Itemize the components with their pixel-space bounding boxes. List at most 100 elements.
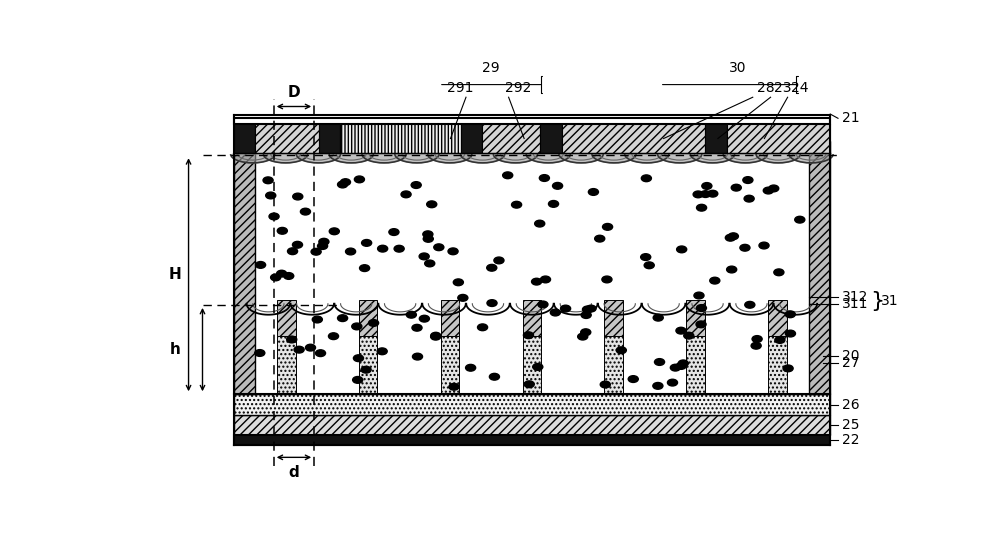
Ellipse shape bbox=[783, 365, 793, 372]
Bar bbox=[686, 336, 705, 394]
Bar bbox=[359, 300, 377, 336]
Ellipse shape bbox=[523, 332, 533, 339]
Bar bbox=[461, 124, 482, 153]
Bar bbox=[705, 124, 727, 153]
Ellipse shape bbox=[708, 190, 718, 197]
Ellipse shape bbox=[338, 181, 348, 188]
Bar bbox=[523, 336, 541, 394]
Text: D: D bbox=[288, 85, 300, 100]
Bar bbox=[277, 300, 296, 336]
Ellipse shape bbox=[752, 336, 762, 342]
Ellipse shape bbox=[431, 333, 441, 340]
Ellipse shape bbox=[616, 347, 626, 353]
Ellipse shape bbox=[677, 246, 687, 253]
Bar bbox=[234, 118, 830, 124]
Ellipse shape bbox=[284, 272, 294, 280]
Ellipse shape bbox=[256, 261, 266, 268]
Polygon shape bbox=[725, 154, 766, 163]
Text: 29: 29 bbox=[482, 61, 500, 75]
Ellipse shape bbox=[696, 321, 706, 328]
Bar bbox=[340, 124, 461, 153]
Ellipse shape bbox=[453, 279, 463, 286]
Bar bbox=[768, 300, 787, 336]
Ellipse shape bbox=[362, 240, 372, 246]
Ellipse shape bbox=[775, 336, 785, 344]
Ellipse shape bbox=[478, 324, 488, 331]
Ellipse shape bbox=[553, 183, 563, 189]
Ellipse shape bbox=[487, 300, 497, 306]
Bar bbox=[319, 124, 340, 153]
Polygon shape bbox=[397, 154, 437, 163]
Ellipse shape bbox=[431, 333, 441, 339]
Ellipse shape bbox=[305, 344, 316, 351]
Polygon shape bbox=[561, 154, 602, 163]
Ellipse shape bbox=[329, 228, 339, 235]
Text: 292: 292 bbox=[505, 81, 531, 95]
Ellipse shape bbox=[769, 185, 779, 192]
Ellipse shape bbox=[315, 350, 326, 357]
Bar bbox=[686, 300, 705, 336]
Text: h: h bbox=[170, 342, 181, 357]
Ellipse shape bbox=[727, 266, 737, 273]
Text: 28: 28 bbox=[757, 81, 774, 95]
Ellipse shape bbox=[293, 193, 303, 200]
Ellipse shape bbox=[338, 315, 348, 322]
Ellipse shape bbox=[401, 191, 411, 197]
Ellipse shape bbox=[603, 224, 613, 230]
Ellipse shape bbox=[512, 201, 522, 208]
Ellipse shape bbox=[277, 228, 287, 234]
Ellipse shape bbox=[548, 201, 559, 207]
Ellipse shape bbox=[423, 231, 433, 237]
Ellipse shape bbox=[494, 257, 504, 264]
Ellipse shape bbox=[581, 329, 591, 336]
Ellipse shape bbox=[489, 374, 499, 380]
Ellipse shape bbox=[360, 265, 370, 271]
Ellipse shape bbox=[743, 177, 753, 183]
Bar bbox=[482, 124, 540, 153]
Text: 26: 26 bbox=[842, 398, 860, 412]
Ellipse shape bbox=[676, 327, 686, 334]
Ellipse shape bbox=[487, 264, 497, 271]
Ellipse shape bbox=[785, 311, 795, 318]
Ellipse shape bbox=[600, 381, 610, 388]
Bar bbox=[809, 142, 830, 394]
Ellipse shape bbox=[702, 183, 712, 189]
Ellipse shape bbox=[641, 254, 651, 260]
Polygon shape bbox=[626, 154, 667, 163]
Text: }: } bbox=[871, 291, 885, 311]
Ellipse shape bbox=[419, 315, 429, 322]
Ellipse shape bbox=[641, 175, 651, 182]
Ellipse shape bbox=[294, 346, 304, 353]
Polygon shape bbox=[331, 154, 372, 163]
Bar bbox=[604, 300, 623, 336]
Bar bbox=[604, 336, 623, 394]
Ellipse shape bbox=[394, 246, 404, 252]
Ellipse shape bbox=[582, 306, 593, 313]
Bar bbox=[441, 336, 459, 394]
Text: 24: 24 bbox=[792, 81, 809, 95]
Ellipse shape bbox=[312, 316, 322, 323]
Ellipse shape bbox=[319, 238, 329, 245]
Ellipse shape bbox=[710, 277, 720, 284]
Ellipse shape bbox=[595, 235, 605, 242]
Ellipse shape bbox=[287, 336, 297, 343]
Ellipse shape bbox=[340, 179, 350, 185]
Ellipse shape bbox=[524, 381, 534, 388]
Ellipse shape bbox=[346, 248, 356, 255]
Text: 21: 21 bbox=[842, 111, 860, 125]
Text: 31: 31 bbox=[881, 294, 898, 308]
Ellipse shape bbox=[538, 301, 548, 308]
Bar bbox=[768, 336, 787, 394]
Ellipse shape bbox=[653, 315, 663, 321]
Ellipse shape bbox=[725, 234, 735, 241]
Ellipse shape bbox=[693, 191, 703, 198]
Ellipse shape bbox=[533, 364, 543, 370]
Ellipse shape bbox=[540, 276, 551, 283]
Bar bbox=[441, 300, 459, 336]
Ellipse shape bbox=[353, 376, 363, 383]
Ellipse shape bbox=[670, 364, 680, 371]
Text: 291: 291 bbox=[447, 81, 473, 95]
Ellipse shape bbox=[774, 269, 784, 276]
Ellipse shape bbox=[427, 201, 437, 208]
Ellipse shape bbox=[300, 208, 310, 215]
